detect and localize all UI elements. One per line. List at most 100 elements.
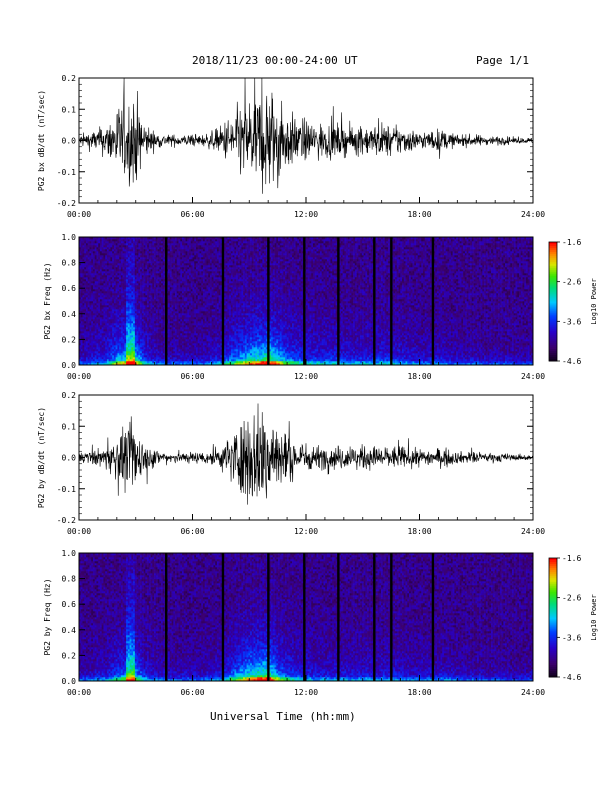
spectrogram-cell <box>96 273 99 276</box>
spectrogram-cell <box>138 295 141 298</box>
spectrogram-cell <box>120 279 123 282</box>
spectrogram-cell <box>133 309 136 312</box>
spectrogram-cell <box>206 287 209 290</box>
spectrogram-cell <box>154 279 157 282</box>
spectrogram-cell <box>99 293 102 296</box>
spectrogram-cell <box>173 357 176 360</box>
spectrogram-cell <box>161 331 164 334</box>
spectrogram-cell <box>110 243 113 246</box>
spectrogram-cell <box>140 359 143 362</box>
spectrogram-cell <box>133 277 136 280</box>
spectrogram-cell <box>115 243 118 246</box>
spectrogram-cell <box>204 305 207 308</box>
spectrogram-cell <box>176 311 179 314</box>
spectrogram-cell <box>122 283 125 286</box>
spectrogram-cell <box>112 343 115 346</box>
spectrogram-cell <box>171 329 174 332</box>
spectrogram-cell <box>206 309 209 312</box>
spectrogram-cell <box>175 359 178 362</box>
spectrogram-cell <box>192 253 195 256</box>
spectrogram-cell <box>117 255 120 258</box>
spectrogram-cell <box>148 269 151 272</box>
spectrogram-cell <box>178 339 181 342</box>
spectrogram-cell <box>85 317 89 320</box>
spectrogram-cell <box>126 339 129 342</box>
spectrogram-cell <box>99 359 102 362</box>
spectrogram-cell <box>178 319 181 322</box>
spectrogram-cell <box>147 337 150 340</box>
spectrogram-cell <box>82 299 85 302</box>
spectrogram-cell <box>136 277 139 280</box>
spectrogram-cell <box>106 343 109 346</box>
spectrogram-cell <box>204 323 207 326</box>
spectrogram-cell <box>133 267 136 270</box>
spectrogram-cell <box>134 319 137 322</box>
spectrogram-cell <box>138 291 141 294</box>
spectrogram-cell <box>185 281 188 284</box>
spectrogram-cell <box>148 261 151 264</box>
spectrogram-cell <box>199 323 202 326</box>
spectrogram-cell <box>120 297 123 300</box>
spectrogram-cell <box>140 333 143 336</box>
spectrogram-cell <box>115 247 118 250</box>
spectrogram-cell <box>159 277 162 280</box>
spectrogram-cell <box>131 275 134 278</box>
spectrogram-cell <box>133 351 136 354</box>
spectrogram-cell <box>199 251 202 254</box>
spectrogram-cell <box>119 269 122 272</box>
spectrogram-cell <box>194 357 197 360</box>
spectrogram-cell <box>173 309 176 312</box>
spectrogram-cell <box>115 339 118 342</box>
spectrogram-cell <box>209 283 213 286</box>
spectrogram-cell <box>178 349 181 352</box>
spectrogram-cell <box>87 303 90 306</box>
spectrogram-cell <box>129 243 132 246</box>
spectrogram-cell <box>154 333 157 336</box>
spectrogram-cell <box>87 317 90 320</box>
spectrogram-cell <box>80 239 83 242</box>
spectrogram-cell <box>194 297 197 300</box>
spectrogram-cell <box>96 325 99 328</box>
spectrogram-cell <box>110 269 113 272</box>
spectrogram-cell <box>133 317 136 320</box>
spectrogram-cell <box>138 329 141 332</box>
spectrogram-cell <box>113 349 116 352</box>
spectrogram-cell <box>169 331 172 334</box>
spectrogram-cell <box>204 259 207 262</box>
spectrogram-cell <box>108 307 111 310</box>
spectrogram-cell <box>162 315 165 318</box>
spectrogram-cell <box>127 333 130 336</box>
spectrogram-cell <box>183 297 186 300</box>
spectrogram-cell <box>79 257 82 260</box>
spectrogram-cell <box>185 321 188 324</box>
spectrogram-cell <box>87 341 90 344</box>
spectrogram-cell <box>187 305 190 308</box>
spectrogram-cell <box>145 311 148 314</box>
spectrogram-cell <box>209 311 213 314</box>
spectrogram-cell <box>194 327 197 330</box>
spectrogram-cell <box>162 307 165 310</box>
spectrogram-cell <box>161 289 164 292</box>
spectrogram-cell <box>194 283 197 286</box>
spectrogram-cell <box>105 291 108 294</box>
spectrogram-cell <box>161 315 164 318</box>
spectrogram-cell <box>94 277 97 280</box>
spectrogram-cell <box>189 279 192 282</box>
spectrogram-cell <box>106 323 109 326</box>
spectrogram-cell <box>148 313 151 316</box>
spectrogram-cell <box>94 279 97 282</box>
spectrogram-cell <box>190 259 193 262</box>
spectrogram-cell <box>110 313 113 316</box>
spectrogram-cell <box>201 255 204 258</box>
spectrogram-cell <box>182 237 185 240</box>
spectrogram-cell <box>98 335 101 338</box>
spectrogram-cell <box>154 343 157 346</box>
spectrogram-cell <box>94 249 97 252</box>
spectrogram-cell <box>99 319 102 322</box>
spectrogram-cell <box>133 293 136 296</box>
spectrogram-cell <box>194 299 197 302</box>
spectrogram-cell <box>209 353 213 356</box>
spectrogram-cell <box>195 363 199 366</box>
spectrogram-cell <box>133 319 136 322</box>
spectrogram-cell <box>180 305 183 308</box>
